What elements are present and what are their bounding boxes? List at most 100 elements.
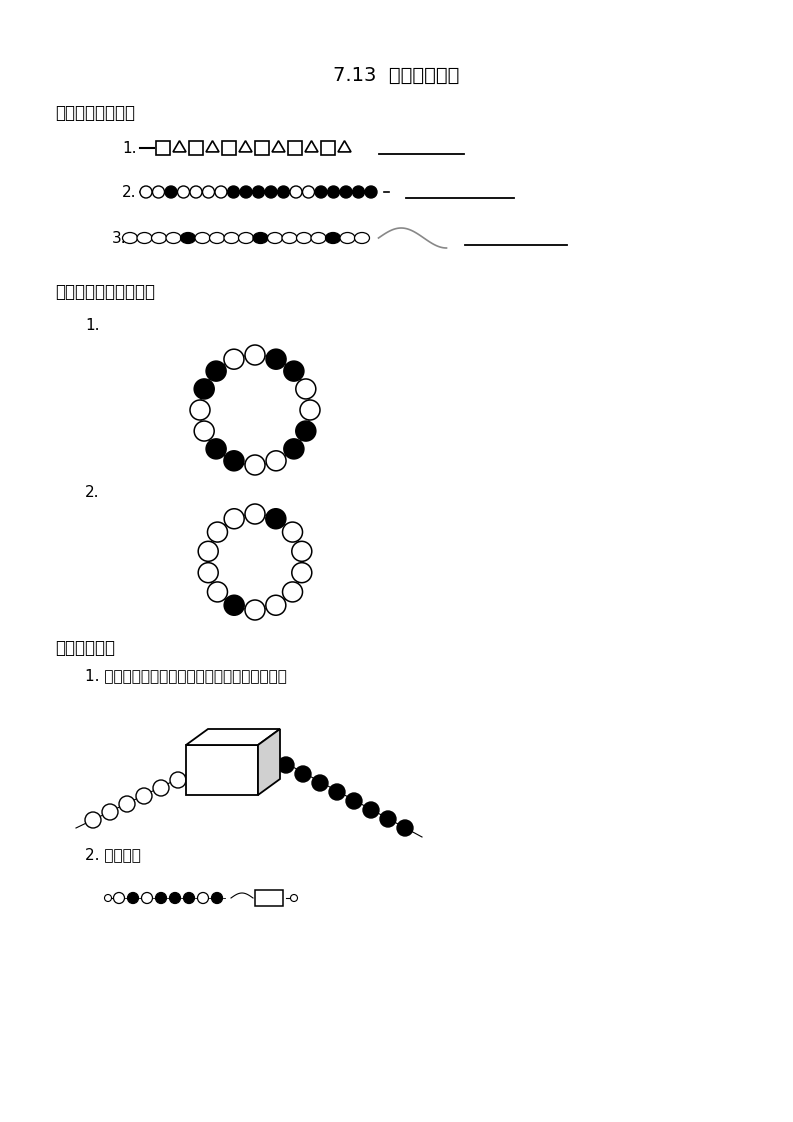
Circle shape bbox=[265, 186, 277, 197]
Circle shape bbox=[363, 802, 379, 818]
Ellipse shape bbox=[325, 232, 340, 243]
Circle shape bbox=[215, 186, 227, 197]
Polygon shape bbox=[173, 140, 186, 151]
Text: 1. 猜猜盒子里有几个球？几个白球？几个黑球？: 1. 猜猜盒子里有几个球？几个白球？几个黑球？ bbox=[85, 669, 287, 683]
Circle shape bbox=[290, 894, 297, 901]
Circle shape bbox=[365, 186, 377, 197]
Circle shape bbox=[266, 596, 285, 615]
Circle shape bbox=[292, 541, 312, 561]
Circle shape bbox=[397, 820, 413, 836]
Ellipse shape bbox=[224, 232, 239, 243]
Circle shape bbox=[224, 349, 244, 369]
Polygon shape bbox=[258, 729, 280, 795]
Circle shape bbox=[282, 522, 302, 542]
Ellipse shape bbox=[122, 232, 137, 243]
Circle shape bbox=[212, 892, 223, 903]
Ellipse shape bbox=[311, 232, 326, 243]
Circle shape bbox=[290, 186, 302, 197]
Circle shape bbox=[105, 894, 112, 901]
Text: 2. 穿珠子。: 2. 穿珠子。 bbox=[85, 847, 141, 863]
Circle shape bbox=[170, 772, 186, 788]
Circle shape bbox=[198, 562, 218, 582]
Circle shape bbox=[296, 379, 316, 399]
Circle shape bbox=[245, 504, 265, 524]
Bar bbox=[186, 745, 258, 795]
Polygon shape bbox=[272, 140, 285, 151]
Circle shape bbox=[252, 186, 265, 197]
Circle shape bbox=[302, 186, 315, 197]
Circle shape bbox=[197, 892, 209, 903]
Circle shape bbox=[284, 361, 304, 381]
Circle shape bbox=[353, 186, 365, 197]
Circle shape bbox=[183, 892, 194, 903]
Ellipse shape bbox=[195, 232, 210, 243]
Circle shape bbox=[136, 788, 152, 804]
Circle shape bbox=[153, 780, 169, 795]
Circle shape bbox=[329, 784, 345, 800]
Polygon shape bbox=[239, 140, 252, 151]
Circle shape bbox=[119, 795, 135, 812]
Polygon shape bbox=[338, 140, 351, 151]
Circle shape bbox=[266, 349, 286, 369]
Ellipse shape bbox=[354, 232, 370, 243]
Ellipse shape bbox=[137, 232, 152, 243]
Bar bbox=[189, 141, 203, 155]
Circle shape bbox=[102, 804, 118, 820]
Circle shape bbox=[328, 186, 339, 197]
Text: 三、我会做。: 三、我会做。 bbox=[55, 640, 115, 657]
Circle shape bbox=[190, 401, 210, 420]
Circle shape bbox=[198, 541, 218, 561]
Circle shape bbox=[380, 811, 396, 827]
Bar bbox=[156, 141, 170, 155]
Ellipse shape bbox=[166, 232, 181, 243]
Polygon shape bbox=[206, 140, 219, 151]
Circle shape bbox=[240, 186, 252, 197]
Circle shape bbox=[278, 757, 294, 773]
Bar bbox=[222, 141, 236, 155]
Circle shape bbox=[113, 892, 125, 903]
Circle shape bbox=[224, 508, 244, 528]
Circle shape bbox=[165, 186, 177, 197]
Circle shape bbox=[296, 421, 316, 441]
Ellipse shape bbox=[267, 232, 282, 243]
Bar bbox=[321, 141, 335, 155]
Circle shape bbox=[340, 186, 352, 197]
Bar bbox=[255, 141, 269, 155]
Text: 3.: 3. bbox=[112, 230, 127, 246]
Ellipse shape bbox=[239, 232, 254, 243]
Circle shape bbox=[141, 892, 152, 903]
Circle shape bbox=[224, 451, 244, 471]
Text: 1.: 1. bbox=[85, 318, 99, 332]
Circle shape bbox=[282, 582, 302, 601]
Circle shape bbox=[206, 361, 226, 381]
Circle shape bbox=[300, 401, 320, 420]
Circle shape bbox=[245, 600, 265, 620]
Bar bbox=[288, 141, 302, 155]
Circle shape bbox=[295, 766, 311, 782]
Circle shape bbox=[140, 186, 152, 197]
Text: 7.13  用规律穿珠子: 7.13 用规律穿珠子 bbox=[333, 65, 459, 84]
Bar bbox=[255, 890, 283, 905]
Ellipse shape bbox=[151, 232, 167, 243]
Circle shape bbox=[152, 186, 164, 197]
Circle shape bbox=[284, 439, 304, 459]
Circle shape bbox=[312, 775, 328, 791]
Ellipse shape bbox=[282, 232, 297, 243]
Polygon shape bbox=[305, 140, 318, 151]
Circle shape bbox=[266, 451, 286, 471]
Circle shape bbox=[128, 892, 139, 903]
Circle shape bbox=[228, 186, 239, 197]
Circle shape bbox=[202, 186, 214, 197]
Circle shape bbox=[208, 522, 228, 542]
Text: 一、我会接着穿。: 一、我会接着穿。 bbox=[55, 104, 135, 122]
Circle shape bbox=[170, 892, 181, 903]
Text: 1.: 1. bbox=[122, 140, 136, 156]
Circle shape bbox=[194, 379, 214, 399]
Circle shape bbox=[315, 186, 327, 197]
Ellipse shape bbox=[340, 232, 355, 243]
Text: 2.: 2. bbox=[85, 485, 99, 499]
Polygon shape bbox=[186, 729, 280, 745]
Circle shape bbox=[245, 344, 265, 365]
Circle shape bbox=[85, 812, 101, 828]
Circle shape bbox=[155, 892, 167, 903]
